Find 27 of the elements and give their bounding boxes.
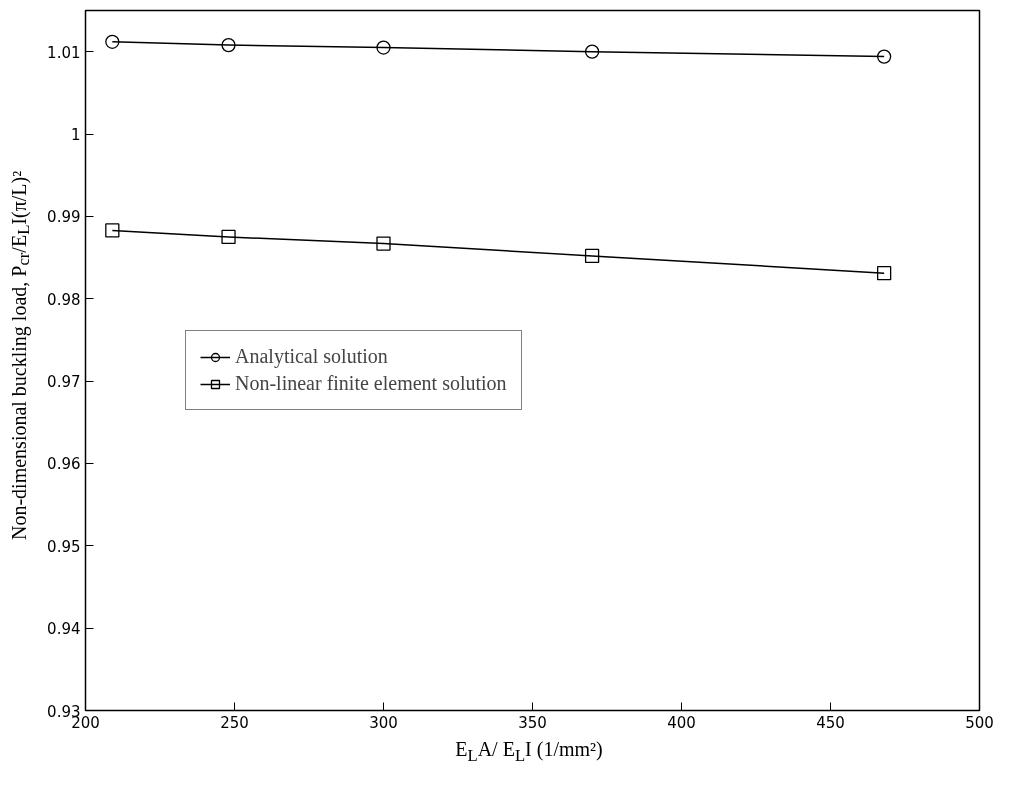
x-tick-label: 300 [369,713,398,732]
x-tick-label: 400 [667,713,696,732]
point [376,40,391,55]
y-tick-label: 0.98 [47,290,81,309]
point [376,236,391,251]
legend-label: Non-linear finite element solution [235,372,507,395]
point [584,248,600,264]
x-tick-label: 450 [816,713,845,732]
x-tick-label: 500 [965,713,994,732]
point [876,49,892,64]
x-tick-label: 350 [518,713,547,732]
y-tick-label: 0.96 [47,455,81,474]
y-tick-label: 1 [70,126,81,145]
point [876,266,892,281]
y-tick-label: 0.95 [47,537,81,556]
point [105,34,120,49]
y-tick-label: 1.01 [47,43,81,62]
y-tick-label: 0.99 [47,208,81,227]
point [221,229,236,245]
x-tick-label: 250 [220,713,249,732]
point [584,44,600,59]
point [221,37,236,53]
y-tick-label: 0.94 [47,620,81,639]
x-axis-title: E$_{L}$A/ E$_{L}$I (1/mm²) [454,737,604,767]
legend-label: Analytical solution [235,345,388,368]
point [105,223,120,238]
y-tick-label: 0.97 [47,373,81,392]
